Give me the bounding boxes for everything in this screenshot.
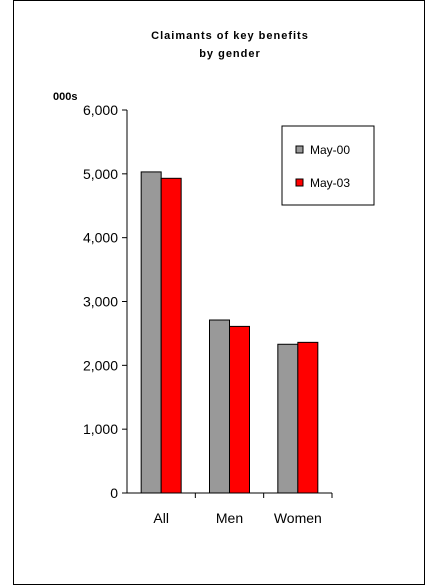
x-axis-labels: All Men Women [153, 510, 321, 526]
bar-may-03-men [229, 325, 250, 494]
bar-may-00-all [140, 171, 162, 494]
legend-swatch-may-00 [295, 145, 304, 154]
chart-title-line-1: Claimants of key benefits [151, 30, 309, 42]
x-category-label: All [153, 510, 169, 526]
bar-may-00-women [277, 343, 299, 494]
y-tick-label: 5,000 [83, 166, 118, 182]
legend-swatch-may-03 [295, 178, 304, 187]
legend-label-may-03: May-03 [310, 176, 350, 190]
y-tick-label: 2,000 [83, 357, 118, 373]
legend-box [281, 125, 375, 206]
y-axis-unit-label: 000s [53, 91, 77, 103]
bar-may-00-men [209, 319, 230, 494]
x-category-label: Men [216, 510, 243, 526]
x-category-label: Women [274, 510, 322, 526]
bars-group [140, 171, 333, 498]
chart-title-line-2: by gender [199, 48, 261, 60]
legend-label-may-00: May-00 [310, 143, 350, 157]
bar-may-03-women [297, 341, 319, 494]
y-tick-label: 1,000 [83, 421, 118, 437]
y-tick-label: 0 [110, 485, 118, 501]
y-tick-label: 3,000 [83, 294, 118, 310]
y-tick-label: 4,000 [83, 230, 118, 246]
y-tick-label: 6,000 [83, 102, 118, 118]
legend: May-00 May-03 [281, 125, 375, 206]
bar-may-03-all [160, 177, 182, 494]
y-axis-ticks: 0 1,000 2,000 3,000 4,000 5,000 6,000 [83, 102, 127, 501]
